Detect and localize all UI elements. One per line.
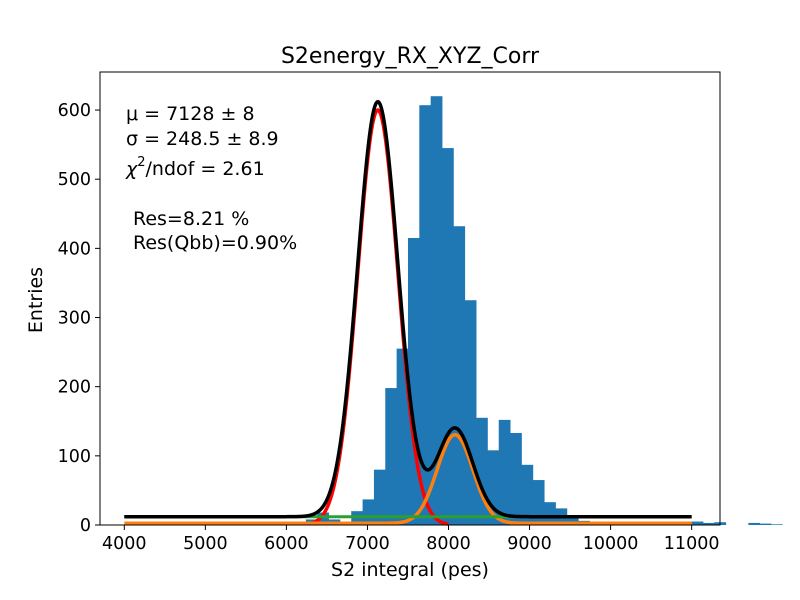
y-tick-label: 500 <box>58 170 91 190</box>
x-tick-label: 8000 <box>426 534 471 554</box>
x-axis-label: S2 integral (pes) <box>331 559 489 581</box>
total-fit-curve <box>124 99 692 519</box>
gaussian-secondary-curve <box>124 432 692 526</box>
fit-curves <box>124 99 692 526</box>
histogram-bar <box>453 226 466 526</box>
chart-title: S2energy_RX_XYZ_Corr <box>281 44 540 69</box>
histogram-bar <box>771 524 783 525</box>
histogram-bar <box>748 522 761 525</box>
x-tick-label: 11000 <box>664 534 720 554</box>
chi2-superscript: 2 <box>137 155 145 170</box>
histogram-bar <box>396 348 409 525</box>
chi2-symbol: χ <box>125 158 138 180</box>
x-tick-label: 6000 <box>264 534 309 554</box>
histogram-bar <box>464 300 477 525</box>
y-tick-label: 0 <box>80 516 91 536</box>
histogram-bar <box>407 237 420 526</box>
histogram-bar <box>373 469 386 525</box>
x-tick-label: 10000 <box>583 534 639 554</box>
plot-frame <box>99 71 721 526</box>
x-tick-label: 7000 <box>345 534 390 554</box>
chi2-annotation: χ2/ndof = 2.61 <box>125 155 265 180</box>
histogram-bar <box>532 480 545 525</box>
y-tick-label: 600 <box>58 101 91 121</box>
resolution-qbb-annotation: Res(Qbb)=0.90% <box>133 232 297 254</box>
mu-annotation: μ = 7128 ± 8 <box>126 103 255 125</box>
histogram-bar <box>521 464 534 525</box>
resolution-annotation: Res=8.21 % <box>133 208 249 230</box>
sigma-annotation: σ = 248.5 ± 8.9 <box>126 128 279 150</box>
histogram-bar <box>759 523 772 525</box>
histogram-bar <box>419 105 432 525</box>
histogram-bar <box>498 419 511 525</box>
y-tick-label: 100 <box>58 447 91 467</box>
y-axis: 0 100 200 300 400 500 600 <box>58 101 100 536</box>
y-tick-label: 400 <box>58 239 91 259</box>
histogram-bar <box>702 522 715 525</box>
y-axis-label: Entries <box>25 267 47 333</box>
x-tick-label: 9000 <box>507 534 552 554</box>
y-tick-label: 300 <box>58 309 91 329</box>
histogram-bar <box>362 499 375 525</box>
histogram-bar <box>691 521 704 525</box>
histogram-bar <box>544 502 556 525</box>
chi2-value: /ndof = 2.61 <box>146 158 265 180</box>
histogram-bar <box>317 512 329 525</box>
histogram-bar <box>510 433 522 525</box>
x-axis: 4000 5000 6000 7000 8000 9000 10000 11000 <box>102 525 719 554</box>
x-tick-label: 4000 <box>102 534 147 554</box>
fit-annotations: μ = 7128 ± 8 σ = 248.5 ± 8.9 χ2/ndof = 2… <box>125 103 297 254</box>
y-tick-label: 200 <box>58 378 91 398</box>
histogram-bar <box>442 148 454 525</box>
histogram-bar <box>430 96 443 526</box>
histogram-bar <box>487 450 500 525</box>
histogram-bar <box>385 388 398 525</box>
x-tick-label: 5000 <box>183 534 228 554</box>
histogram-bar <box>476 417 488 525</box>
